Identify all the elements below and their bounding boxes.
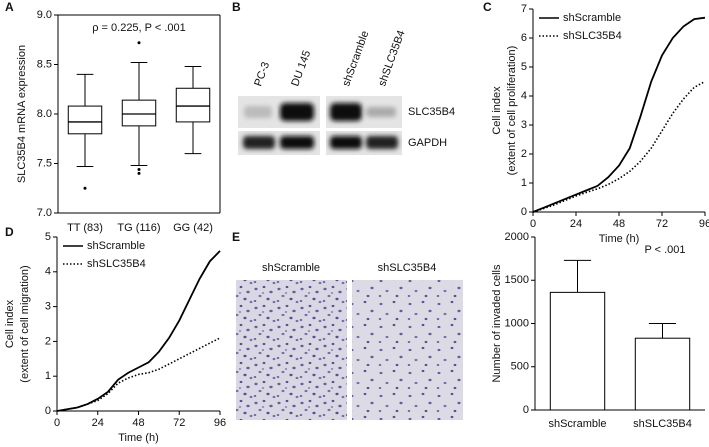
micrograph-title: shSLC35B4 (378, 262, 437, 274)
panel-letter: A (5, 0, 14, 14)
outlier (137, 41, 141, 45)
series-line (56, 250, 221, 412)
legend-label: shScramble (563, 12, 621, 24)
row-label: GAPDH (408, 137, 447, 149)
lane-label: PC-3 (252, 60, 272, 88)
y-tick-label: 3 (45, 301, 51, 313)
x-tick-label: 96 (214, 417, 226, 429)
micrograph-title: shScramble (262, 262, 320, 274)
panel-letter: E (232, 230, 240, 244)
y-tick-label: 7.0 (37, 207, 52, 219)
legend-label: shSLC35B4 (87, 258, 146, 270)
y-tick-label: 1 (45, 370, 51, 382)
panel-letter: D (5, 225, 14, 239)
y-tick-label: 0 (45, 405, 51, 417)
bar (634, 337, 691, 411)
outlier (137, 171, 141, 175)
x-tick-label: 48 (132, 417, 144, 429)
y-tick-label: 2000 (505, 231, 529, 243)
y-tick-label: 8.5 (37, 58, 52, 70)
box (67, 105, 103, 135)
y-axis-label: Cell index (4, 299, 16, 348)
y-tick-label: 5 (521, 61, 527, 73)
y-tick-label: 1 (521, 177, 527, 189)
y-tick-label: 4 (521, 90, 527, 102)
panel-letter: B (232, 0, 241, 14)
outlier (83, 186, 87, 190)
y-tick-label: 8.0 (37, 108, 52, 120)
x-tick-label: GG (42) (173, 222, 213, 234)
y-axis-label: (extent of cell proliferation) (506, 46, 518, 176)
x-tick-label: 96 (699, 218, 709, 230)
legend-label: shScramble (87, 240, 145, 252)
y-tick-label: 7.5 (37, 157, 52, 169)
x-tick-label: 72 (656, 218, 668, 230)
lane-label: shScramble (340, 29, 371, 88)
y-tick-label: 1500 (505, 274, 529, 286)
x-tick-label: 48 (613, 218, 625, 230)
x-tick-label: 24 (570, 218, 582, 230)
micrograph (236, 280, 347, 420)
y-tick-label: 6 (521, 32, 527, 44)
y-tick-label: 1000 (505, 317, 529, 329)
lane-label: DU 145 (289, 49, 313, 88)
blot-image (238, 96, 402, 155)
series-line (56, 337, 221, 412)
x-axis-label: Time (h) (599, 233, 640, 245)
outlier (137, 167, 141, 171)
x-tick-label: 0 (54, 417, 60, 429)
y-tick-label: 3 (521, 119, 527, 131)
annotation: ρ = 0.225, P < .001 (92, 22, 186, 34)
x-tick-label: 24 (92, 417, 104, 429)
lane-label: shSLC35B4 (376, 29, 407, 88)
y-tick-label: 0 (523, 404, 529, 416)
series-line (532, 16, 706, 213)
y-tick-label: 5 (45, 231, 51, 243)
x-axis-label: Time (h) (118, 432, 159, 444)
x-tick-label: 0 (530, 218, 536, 230)
y-axis-label: Cell index (491, 86, 503, 135)
series-line (532, 80, 706, 213)
x-tick-label: TG (116) (117, 222, 160, 234)
x-tick-label: shScramble (548, 418, 606, 430)
x-tick-label: shSLC35B4 (633, 418, 692, 430)
y-tick-label: 2 (45, 335, 51, 347)
annotation: P < .001 (644, 244, 685, 256)
box (121, 99, 157, 127)
row-label: SLC35B4 (408, 106, 455, 118)
y-tick-label: 500 (511, 361, 529, 373)
y-tick-label: 4 (45, 266, 51, 278)
x-tick-label: 72 (173, 417, 185, 429)
micrograph (352, 280, 463, 420)
x-tick-label: TT (83) (67, 222, 103, 234)
y-axis-label: Number of invaded cells (491, 264, 503, 383)
bar (549, 291, 606, 411)
y-axis-label: (extent of cell migration) (19, 265, 31, 382)
y-tick-label: 9.0 (37, 9, 52, 21)
y-tick-label: 2 (521, 148, 527, 160)
box (175, 87, 211, 123)
y-axis-label: SLC35B4 mRNA expression (16, 45, 28, 183)
panel-letter: C (483, 0, 492, 14)
y-tick-label: 0 (521, 206, 527, 218)
legend-label: shSLC35B4 (563, 30, 622, 42)
y-tick-label: 7 (521, 3, 527, 15)
